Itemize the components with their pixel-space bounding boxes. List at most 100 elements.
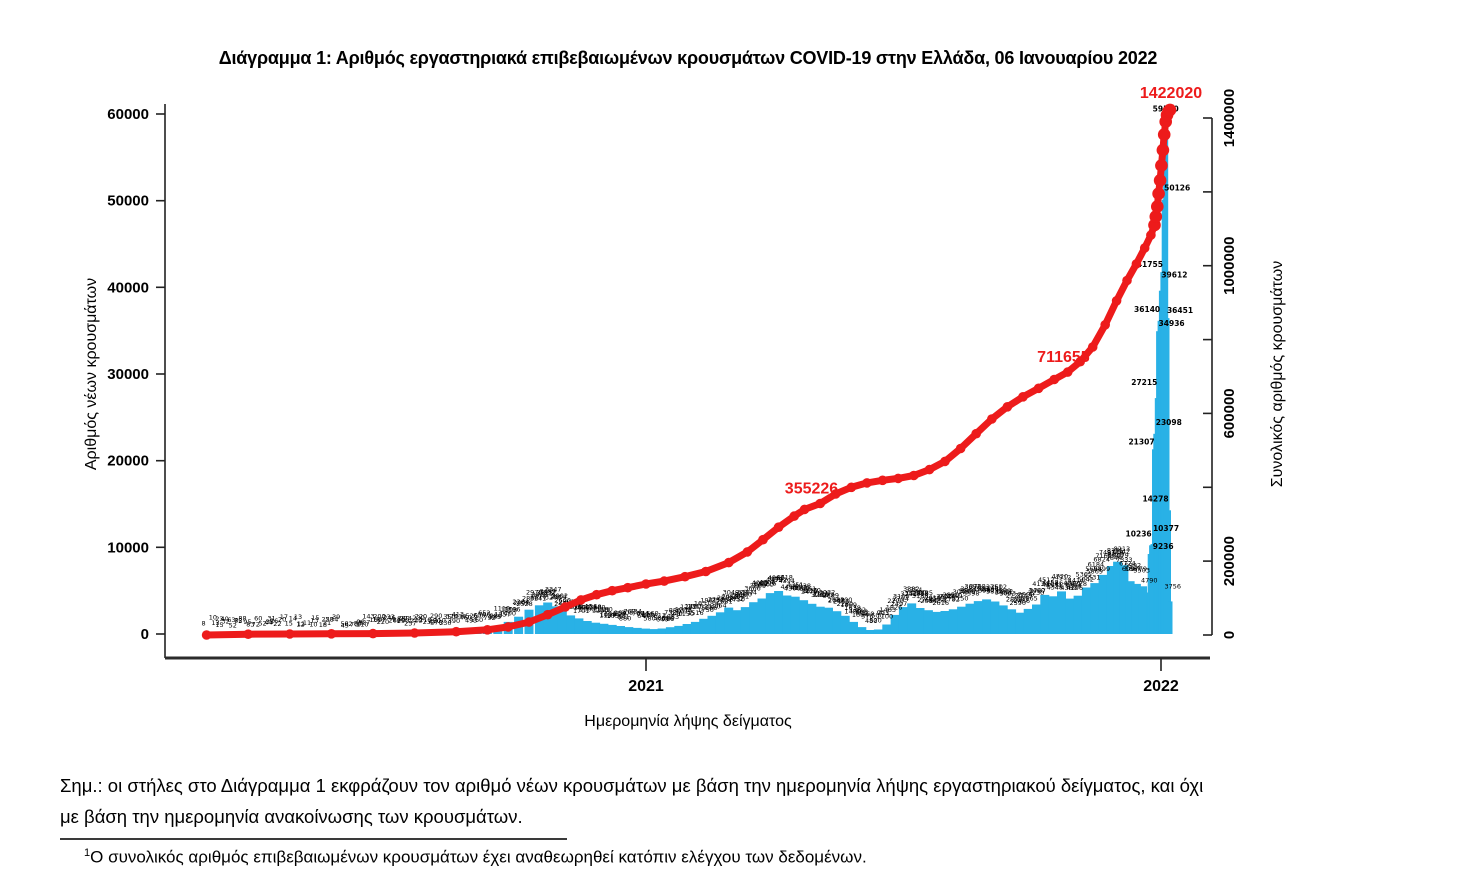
svg-text:3751: 3751 xyxy=(986,583,1003,591)
svg-text:10000: 10000 xyxy=(107,539,149,556)
svg-text:520: 520 xyxy=(869,617,881,625)
svg-text:5698: 5698 xyxy=(1085,565,1102,573)
svg-text:15: 15 xyxy=(215,621,223,629)
svg-text:2100: 2100 xyxy=(704,603,721,611)
svg-text:2303: 2303 xyxy=(558,598,575,606)
svg-text:3900: 3900 xyxy=(793,584,810,592)
svg-text:5992: 5992 xyxy=(1125,562,1142,570)
svg-text:2981: 2981 xyxy=(733,592,750,600)
svg-text:2528: 2528 xyxy=(516,600,533,608)
svg-text:40000: 40000 xyxy=(107,279,149,296)
svg-text:2456: 2456 xyxy=(1014,597,1031,605)
svg-text:2364: 2364 xyxy=(710,601,727,609)
svg-text:526: 526 xyxy=(465,612,477,620)
svg-text:28: 28 xyxy=(325,615,333,623)
svg-text:75: 75 xyxy=(234,617,242,625)
svg-text:436: 436 xyxy=(454,613,466,621)
svg-text:688: 688 xyxy=(856,608,868,616)
svg-text:1400: 1400 xyxy=(685,602,702,610)
svg-text:3072: 3072 xyxy=(818,591,835,599)
svg-text:50000: 50000 xyxy=(107,193,149,210)
svg-text:4172: 4172 xyxy=(791,584,808,592)
svg-text:2280: 2280 xyxy=(837,600,854,608)
svg-text:3761: 3761 xyxy=(800,585,817,593)
y-axis-right: 0 200000 600000 1000000 1400000 Συνολικός αρι… xyxy=(1203,89,1286,639)
svg-text:3048: 3048 xyxy=(953,588,970,596)
svg-text:1257: 1257 xyxy=(494,610,511,618)
svg-text:2720: 2720 xyxy=(1006,592,1023,600)
svg-text:2899: 2899 xyxy=(823,591,840,599)
svg-text:3180: 3180 xyxy=(912,592,929,600)
svg-text:560: 560 xyxy=(471,616,483,624)
svg-text:2500: 2500 xyxy=(712,596,729,604)
svg-text:5531: 5531 xyxy=(1084,573,1101,581)
svg-text:5887: 5887 xyxy=(1125,565,1142,573)
svg-text:7942: 7942 xyxy=(1114,548,1131,556)
milestone-355226: 355226 xyxy=(785,481,838,498)
svg-text:3002: 3002 xyxy=(552,592,569,600)
svg-text:600: 600 xyxy=(642,612,654,620)
svg-text:2455: 2455 xyxy=(833,597,850,605)
svg-text:1233: 1233 xyxy=(680,603,697,611)
svg-text:8346: 8346 xyxy=(1107,549,1124,557)
svg-text:39: 39 xyxy=(332,613,340,621)
bar-value-labels-layer: 8101315233240526375828895837260524435312… xyxy=(202,104,1194,629)
svg-text:2794: 2794 xyxy=(893,595,910,603)
svg-text:18: 18 xyxy=(319,621,327,629)
footnote-divider xyxy=(60,838,567,840)
svg-text:493: 493 xyxy=(465,616,477,624)
svg-text:3756: 3756 xyxy=(1165,583,1182,591)
svg-text:576: 576 xyxy=(861,612,873,620)
svg-text:4303: 4303 xyxy=(757,580,774,588)
chart-note-line2: με βάση την ημερομηνία ανακοίνωσης των κ… xyxy=(60,806,523,827)
svg-text:2852: 2852 xyxy=(728,595,745,603)
svg-text:274: 274 xyxy=(399,614,411,622)
svg-text:13: 13 xyxy=(211,619,219,627)
svg-text:6724: 6724 xyxy=(1119,560,1136,568)
svg-text:2200: 2200 xyxy=(887,597,904,605)
svg-text:Αριθμός νέων κρουσμάτων: Αριθμός νέων κρουσμάτων xyxy=(83,278,100,470)
svg-text:732: 732 xyxy=(664,608,676,616)
svg-text:95: 95 xyxy=(243,618,251,626)
svg-text:1701: 1701 xyxy=(573,607,590,615)
svg-text:50126: 50126 xyxy=(1164,184,1190,193)
svg-text:4369: 4369 xyxy=(1060,584,1077,592)
svg-text:4799: 4799 xyxy=(766,575,783,583)
svg-text:330: 330 xyxy=(439,619,451,627)
svg-text:0: 0 xyxy=(1221,631,1238,639)
svg-text:2600: 2600 xyxy=(554,597,571,605)
svg-text:60000: 60000 xyxy=(107,106,149,123)
svg-text:2022: 2022 xyxy=(1143,678,1179,695)
svg-text:652: 652 xyxy=(478,609,490,617)
svg-text:2021: 2021 xyxy=(628,678,664,695)
chart-note-line1: Σημ.: οι στήλες στο Διάγραμμα 1 εκφράζου… xyxy=(60,775,1204,796)
svg-text:3049: 3049 xyxy=(723,588,740,596)
svg-text:2866: 2866 xyxy=(730,591,747,599)
svg-text:1221: 1221 xyxy=(594,606,611,614)
svg-text:1796: 1796 xyxy=(504,606,521,614)
svg-text:3200: 3200 xyxy=(545,594,562,602)
svg-text:30000: 30000 xyxy=(107,366,149,383)
svg-text:20000: 20000 xyxy=(107,453,149,470)
svg-text:11: 11 xyxy=(297,620,305,628)
svg-text:3354: 3354 xyxy=(906,586,923,594)
svg-text:12: 12 xyxy=(296,621,304,629)
svg-text:41755: 41755 xyxy=(1137,260,1163,269)
svg-text:1500: 1500 xyxy=(579,605,596,613)
bars-layer xyxy=(202,118,1173,635)
svg-text:734: 734 xyxy=(629,608,641,616)
svg-text:1638: 1638 xyxy=(844,604,861,612)
svg-text:920: 920 xyxy=(614,610,626,618)
svg-text:3831: 3831 xyxy=(986,588,1003,596)
svg-text:586: 586 xyxy=(653,614,665,622)
svg-text:23098: 23098 xyxy=(1156,418,1182,427)
svg-text:2750: 2750 xyxy=(729,595,746,603)
svg-text:2264: 2264 xyxy=(512,598,529,606)
svg-text:270: 270 xyxy=(430,618,442,626)
svg-text:3666: 3666 xyxy=(744,585,761,593)
svg-text:210: 210 xyxy=(419,616,431,624)
svg-text:20: 20 xyxy=(278,616,286,624)
svg-text:82: 82 xyxy=(234,616,242,624)
svg-text:767: 767 xyxy=(623,608,635,616)
svg-text:1602: 1602 xyxy=(574,603,591,611)
